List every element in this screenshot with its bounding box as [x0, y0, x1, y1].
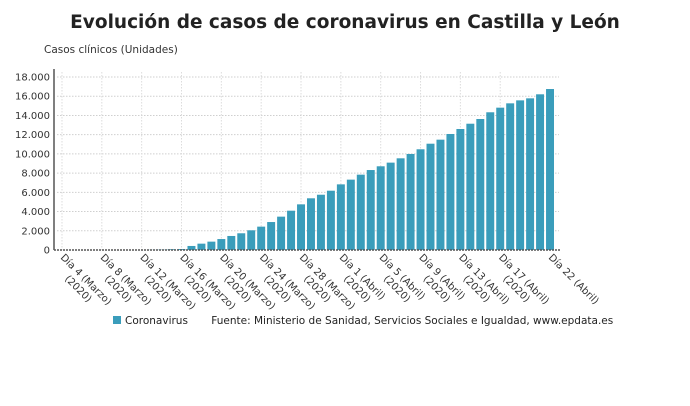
bar: [326, 190, 335, 250]
bar: [476, 119, 485, 251]
bar: [436, 139, 445, 250]
bar: [227, 235, 236, 250]
bar: [506, 103, 515, 250]
bar: [316, 194, 325, 250]
bar: [416, 149, 425, 250]
legend-swatch: [113, 316, 121, 324]
bar: [267, 222, 276, 250]
bar: [197, 243, 206, 250]
bar: [366, 170, 375, 250]
y-tick-label: 10.000: [15, 149, 50, 160]
bar: [307, 198, 315, 250]
bar: [356, 174, 365, 250]
bar: [277, 216, 286, 250]
y-tick-label: 6.000: [21, 188, 50, 199]
bar: [287, 210, 296, 250]
y-tick-label: 0: [44, 246, 50, 257]
y-tick-label: 4.000: [21, 207, 50, 218]
bar: [426, 143, 435, 250]
bar: [446, 133, 455, 250]
bar: [386, 162, 395, 250]
bar: [516, 100, 525, 250]
x-tick-label: Día 22 (Abril): [546, 252, 601, 307]
y-tick-label: 2.000: [21, 226, 50, 237]
bar: [536, 94, 545, 250]
bar: [187, 245, 196, 250]
bar: [346, 179, 355, 250]
y-tick-label: 12.000: [15, 130, 50, 141]
bar: [297, 204, 305, 250]
source-note: Fuente: Ministerio de Sanidad, Servicios…: [211, 315, 614, 327]
bar: [257, 226, 266, 250]
bar: [217, 239, 226, 250]
y-tick-label: 14.000: [15, 111, 50, 122]
bar: [396, 158, 405, 250]
bar: [466, 123, 475, 250]
bar: [406, 153, 415, 250]
y-tick-label: 18.000: [15, 73, 50, 84]
bar: [486, 112, 495, 250]
y-tick-label: 16.000: [15, 92, 50, 103]
bar: [376, 166, 385, 250]
x-tick-label: Día 17 (Abril)(2020): [488, 252, 552, 316]
legend: Coronavirus Fuente: Ministerio de Sanida…: [113, 315, 613, 327]
bar: [247, 230, 256, 250]
bar: [237, 233, 246, 250]
bar: [496, 107, 505, 250]
legend-label: Coronavirus: [125, 315, 188, 327]
bar: [546, 89, 554, 250]
bar: [207, 241, 216, 250]
y-axis-label: Casos clínicos (Unidades): [44, 44, 178, 56]
y-tick-label: 8.000: [21, 169, 50, 180]
bar: [336, 184, 345, 250]
bar: [526, 98, 535, 250]
chart-title: Evolución de casos de coronavirus en Cas…: [70, 12, 620, 33]
bar: [456, 128, 465, 250]
